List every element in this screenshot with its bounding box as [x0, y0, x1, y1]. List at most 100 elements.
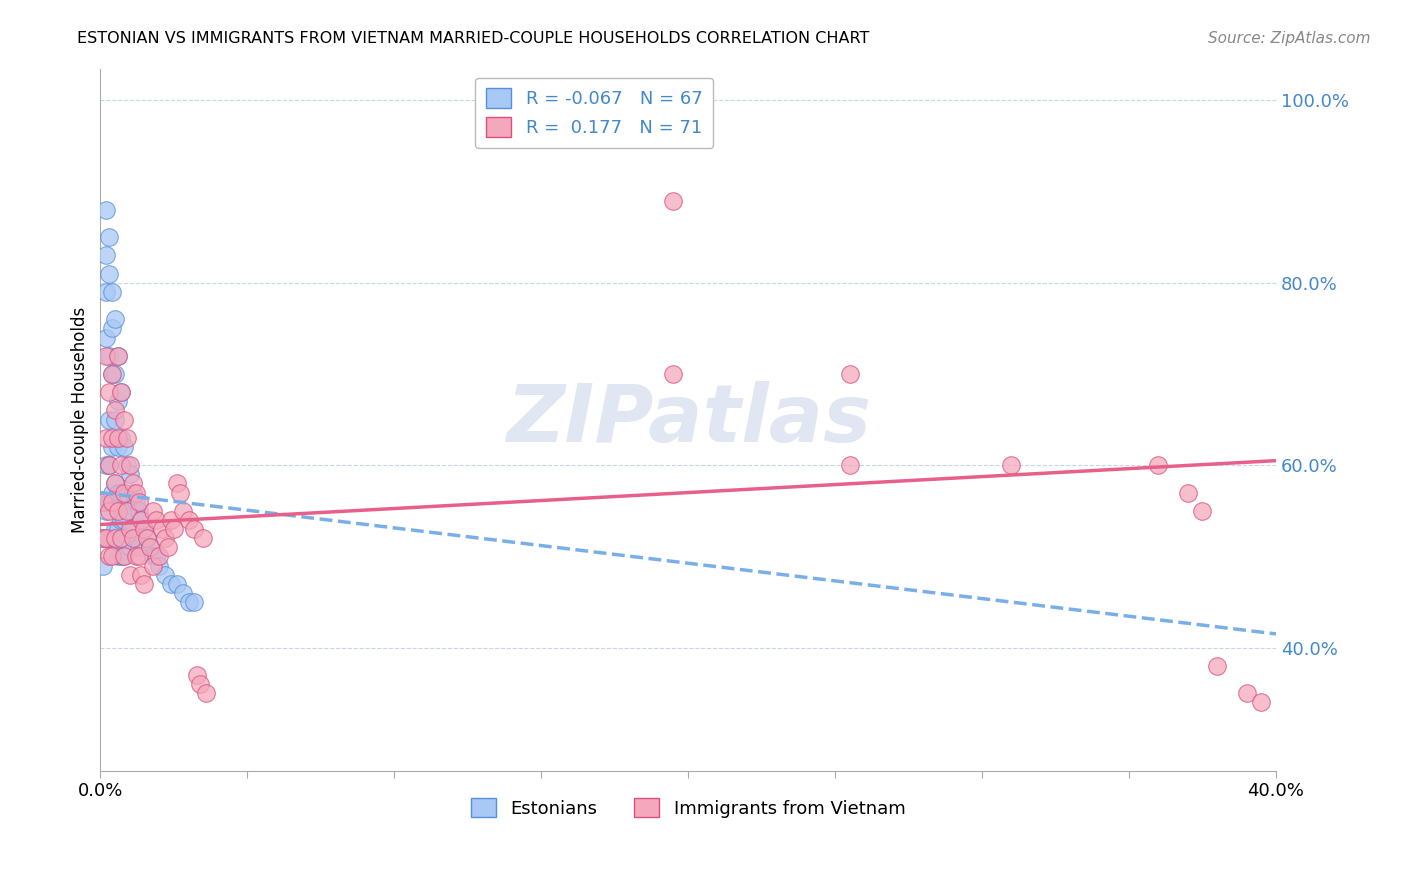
Point	[101, 321, 124, 335]
Point	[1191, 504, 1213, 518]
Point	[128, 541, 150, 555]
Point	[107, 349, 129, 363]
Point	[96, 458, 118, 473]
Point	[98, 504, 121, 518]
Point	[128, 549, 150, 564]
Point	[98, 412, 121, 426]
Point	[166, 576, 188, 591]
Point	[169, 485, 191, 500]
Point	[1177, 485, 1199, 500]
Point	[110, 513, 132, 527]
Point	[107, 349, 129, 363]
Point	[110, 531, 132, 545]
Point	[139, 541, 162, 555]
Point	[104, 522, 127, 536]
Point	[98, 531, 121, 545]
Point	[112, 485, 135, 500]
Point	[172, 504, 194, 518]
Point	[101, 531, 124, 545]
Point	[136, 531, 159, 545]
Point	[156, 541, 179, 555]
Point	[101, 494, 124, 508]
Point	[98, 385, 121, 400]
Point	[118, 467, 141, 482]
Point	[177, 513, 200, 527]
Point	[124, 494, 146, 508]
Point	[121, 485, 143, 500]
Point	[128, 494, 150, 508]
Point	[838, 367, 860, 381]
Point	[145, 549, 167, 564]
Point	[124, 485, 146, 500]
Point	[131, 513, 153, 527]
Point	[186, 668, 208, 682]
Point	[1206, 658, 1229, 673]
Point	[96, 248, 118, 262]
Point	[115, 494, 138, 508]
Point	[110, 458, 132, 473]
Point	[662, 194, 685, 208]
Point	[177, 595, 200, 609]
Point	[101, 485, 124, 500]
Point	[118, 541, 141, 555]
Point	[128, 504, 150, 518]
Point	[98, 349, 121, 363]
Point	[118, 522, 141, 536]
Point	[110, 549, 132, 564]
Point	[107, 394, 129, 409]
Point	[115, 458, 138, 473]
Point	[124, 531, 146, 545]
Point	[121, 476, 143, 491]
Point	[112, 549, 135, 564]
Point	[96, 285, 118, 299]
Point	[110, 485, 132, 500]
Point	[101, 549, 124, 564]
Point	[96, 531, 118, 545]
Point	[145, 513, 167, 527]
Point	[107, 440, 129, 454]
Point	[104, 412, 127, 426]
Point	[104, 403, 127, 417]
Point	[134, 576, 156, 591]
Point	[91, 558, 114, 573]
Point	[101, 367, 124, 381]
Point	[136, 531, 159, 545]
Point	[104, 367, 127, 381]
Point	[96, 202, 118, 217]
Point	[163, 522, 186, 536]
Point	[107, 504, 129, 518]
Point	[98, 267, 121, 281]
Point	[91, 494, 114, 508]
Point	[838, 458, 860, 473]
Point	[101, 285, 124, 299]
Point	[188, 677, 211, 691]
Point	[662, 367, 685, 381]
Point	[131, 513, 153, 527]
Text: ZIPatlas: ZIPatlas	[506, 381, 870, 458]
Point	[110, 385, 132, 400]
Text: ESTONIAN VS IMMIGRANTS FROM VIETNAM MARRIED-COUPLE HOUSEHOLDS CORRELATION CHART: ESTONIAN VS IMMIGRANTS FROM VIETNAM MARR…	[77, 31, 870, 46]
Point	[104, 476, 127, 491]
Point	[134, 522, 156, 536]
Point	[104, 531, 127, 545]
Point	[1147, 458, 1170, 473]
Point	[96, 330, 118, 344]
Point	[104, 312, 127, 326]
Point	[96, 349, 118, 363]
Point	[101, 440, 124, 454]
Point	[195, 686, 218, 700]
Point	[139, 541, 162, 555]
Point	[121, 531, 143, 545]
Point	[112, 513, 135, 527]
Point	[1000, 458, 1022, 473]
Point	[150, 522, 173, 536]
Point	[96, 431, 118, 445]
Point	[91, 531, 114, 545]
Point	[112, 485, 135, 500]
Point	[98, 494, 121, 508]
Point	[153, 567, 176, 582]
Point	[115, 504, 138, 518]
Y-axis label: Married-couple Households: Married-couple Households	[72, 307, 89, 533]
Point	[98, 458, 121, 473]
Point	[118, 567, 141, 582]
